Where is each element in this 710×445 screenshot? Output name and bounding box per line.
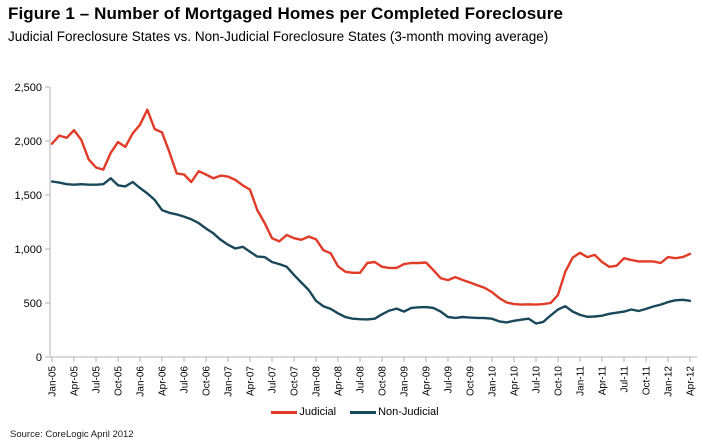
y-tick-label: 0	[36, 352, 42, 364]
x-tick-label: Oct-11	[642, 366, 653, 396]
x-tick-label: Apr-12	[686, 366, 697, 396]
x-tick-label: Apr-11	[598, 366, 609, 396]
y-tick-label: 2,000	[14, 136, 42, 148]
x-tick-label: Oct-05	[114, 366, 125, 396]
x-tick-label: Oct-09	[466, 366, 477, 396]
x-tick-label: Jul-10	[532, 366, 543, 394]
x-tick-label: Jul-07	[268, 366, 279, 394]
x-tick-label: Apr-06	[158, 366, 169, 396]
chart-legend: Judicial Non-Judicial	[0, 406, 710, 418]
legend-label-non-judicial: Non-Judicial	[378, 406, 439, 418]
x-tick-label: Jul-06	[180, 366, 191, 394]
figure-title: Figure 1 – Number of Mortgaged Homes per…	[8, 4, 564, 23]
x-tick-label: Jul-11	[620, 366, 631, 393]
y-tick-label: 1,000	[14, 244, 42, 256]
x-tick-label: Jan-09	[400, 366, 411, 397]
x-tick-label: Jan-07	[224, 366, 235, 397]
y-tick-label: 2,500	[14, 82, 42, 94]
non-judicial-line	[50, 177, 692, 325]
x-tick-label: Jan-10	[488, 366, 499, 397]
x-tick-label: Jul-09	[444, 366, 455, 394]
legend-item-non-judicial: Non-Judicial	[350, 406, 439, 418]
x-tick-label: Oct-08	[378, 366, 389, 396]
x-tick-label: Apr-10	[510, 366, 521, 396]
x-tick-label: Jul-05	[92, 366, 103, 394]
legend-label-judicial: Judicial	[299, 406, 337, 418]
figure-subtitle: Judicial Foreclosure States vs. Non-Judi…	[8, 29, 549, 44]
x-tick-label: Apr-09	[422, 366, 433, 396]
source-note: Source: CoreLogic April 2012	[10, 429, 134, 440]
x-tick-label: Jul-08	[356, 366, 367, 394]
x-tick-label: Jan-11	[576, 366, 587, 396]
y-tick-label: 500	[24, 298, 42, 310]
x-tick-label: Jan-12	[664, 366, 675, 397]
x-tick-label: Apr-07	[246, 366, 257, 396]
x-tick-label: Jan-06	[136, 366, 147, 397]
x-tick-label: Jan-08	[312, 366, 323, 397]
judicial-line	[50, 108, 692, 306]
x-tick-label: Apr-08	[334, 366, 345, 396]
x-tick-label: Oct-10	[554, 366, 565, 396]
x-tick-label: Jan-05	[48, 366, 59, 397]
y-tick-label: 1,500	[14, 190, 42, 202]
x-tick-label: Oct-06	[202, 366, 213, 396]
legend-item-judicial: Judicial	[271, 406, 336, 418]
x-tick-label: Apr-05	[70, 366, 81, 396]
judicial-line-swatch	[271, 410, 298, 414]
x-tick-label: Oct-07	[290, 366, 301, 396]
non-judicial-line-swatch	[350, 410, 377, 414]
